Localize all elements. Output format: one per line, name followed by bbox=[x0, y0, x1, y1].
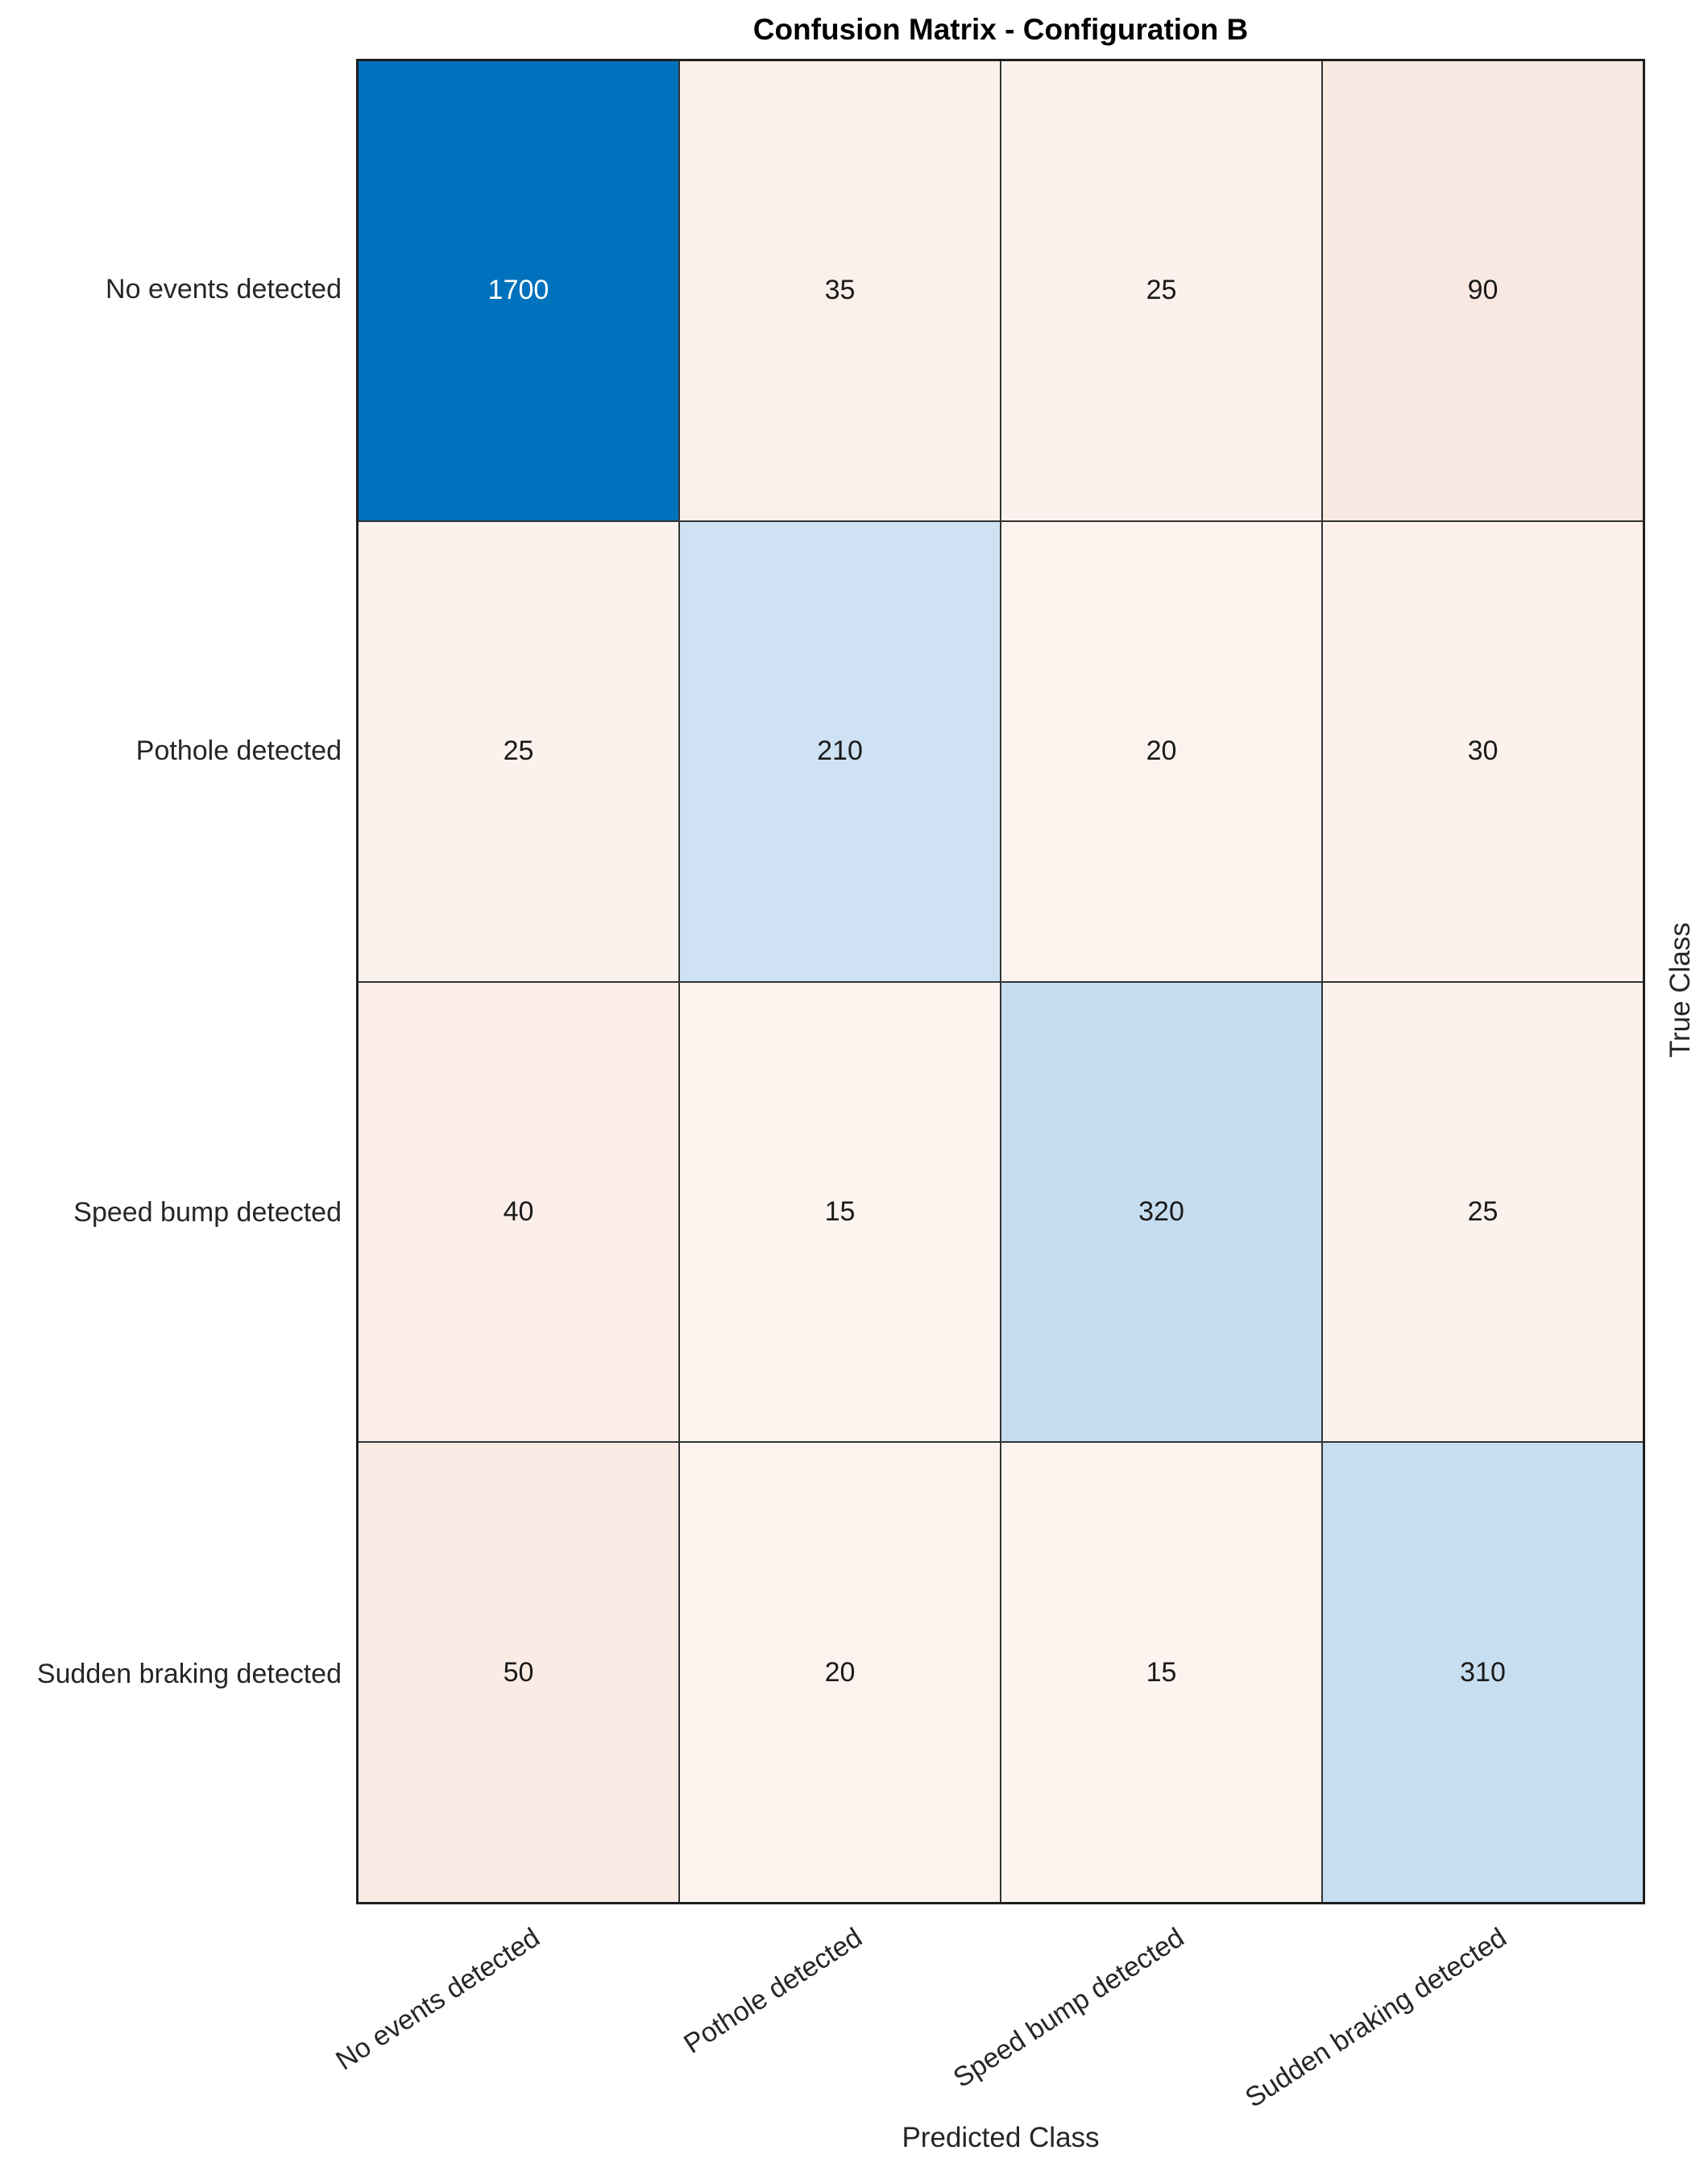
x-tick-label-3: Sudden braking detected bbox=[1239, 1922, 1512, 2114]
x-tick-label-1: Pothole detected bbox=[678, 1922, 868, 2060]
matrix-cell-r1c2: 20 bbox=[1001, 521, 1321, 981]
y-tick-label-2: Speed bump detected bbox=[73, 1196, 342, 1228]
y-tick-label-1: Pothole detected bbox=[135, 735, 342, 767]
matrix-cell-r1c1: 210 bbox=[680, 521, 1000, 981]
confusion-matrix-grid: 1700 35 25 90 25 210 20 30 40 15 320 25 50 20 15 310 bbox=[356, 59, 1645, 1904]
matrix-cell-r0c0: 1700 bbox=[359, 61, 678, 520]
chart-title: Confusion Matrix - Configuration B bbox=[752, 13, 1249, 46]
matrix-cell-r1c0: 25 bbox=[359, 521, 678, 981]
y-tick-label-3: Sudden braking detected bbox=[36, 1658, 342, 1689]
matrix-cell-r2c1: 15 bbox=[680, 982, 1000, 1442]
y-axis-title: True Class bbox=[1664, 922, 1696, 1058]
x-tick-label-2: Speed bump detected bbox=[947, 1922, 1190, 2094]
matrix-cell-r0c3: 90 bbox=[1323, 61, 1643, 520]
matrix-cell-r1c3: 30 bbox=[1323, 521, 1643, 981]
matrix-cell-r0c2: 25 bbox=[1001, 61, 1321, 520]
matrix-cell-r2c2: 320 bbox=[1001, 982, 1321, 1442]
matrix-cell-r0c1: 35 bbox=[680, 61, 1000, 520]
x-axis-title: Predicted Class bbox=[902, 2122, 1100, 2153]
matrix-cell-r3c2: 15 bbox=[1001, 1443, 1321, 1902]
matrix-cell-r3c3: 310 bbox=[1323, 1443, 1643, 1902]
x-tick-label-0: No events detected bbox=[330, 1922, 545, 2077]
y-tick-label-0: No events detected bbox=[106, 274, 342, 305]
matrix-cell-r2c3: 25 bbox=[1323, 982, 1643, 1442]
matrix-cell-r2c0: 40 bbox=[359, 982, 678, 1442]
matrix-cell-r3c1: 20 bbox=[680, 1443, 1000, 1902]
matrix-cell-r3c0: 50 bbox=[359, 1443, 678, 1902]
